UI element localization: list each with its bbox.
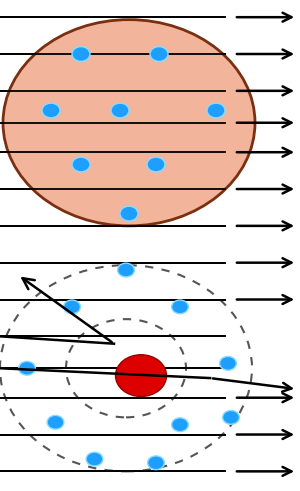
Circle shape (3, 20, 255, 226)
Circle shape (47, 415, 64, 429)
Circle shape (150, 47, 168, 61)
Circle shape (19, 361, 35, 375)
Circle shape (118, 263, 134, 277)
Circle shape (220, 356, 236, 370)
Circle shape (223, 410, 239, 424)
Circle shape (207, 103, 225, 118)
Circle shape (42, 103, 60, 118)
Circle shape (116, 355, 166, 397)
Circle shape (120, 206, 138, 221)
Circle shape (72, 47, 90, 61)
Circle shape (147, 157, 165, 172)
Circle shape (111, 103, 129, 118)
Circle shape (72, 157, 90, 172)
Circle shape (86, 452, 103, 466)
Circle shape (64, 300, 80, 314)
Circle shape (172, 300, 188, 314)
Circle shape (148, 456, 164, 469)
Circle shape (172, 418, 188, 432)
